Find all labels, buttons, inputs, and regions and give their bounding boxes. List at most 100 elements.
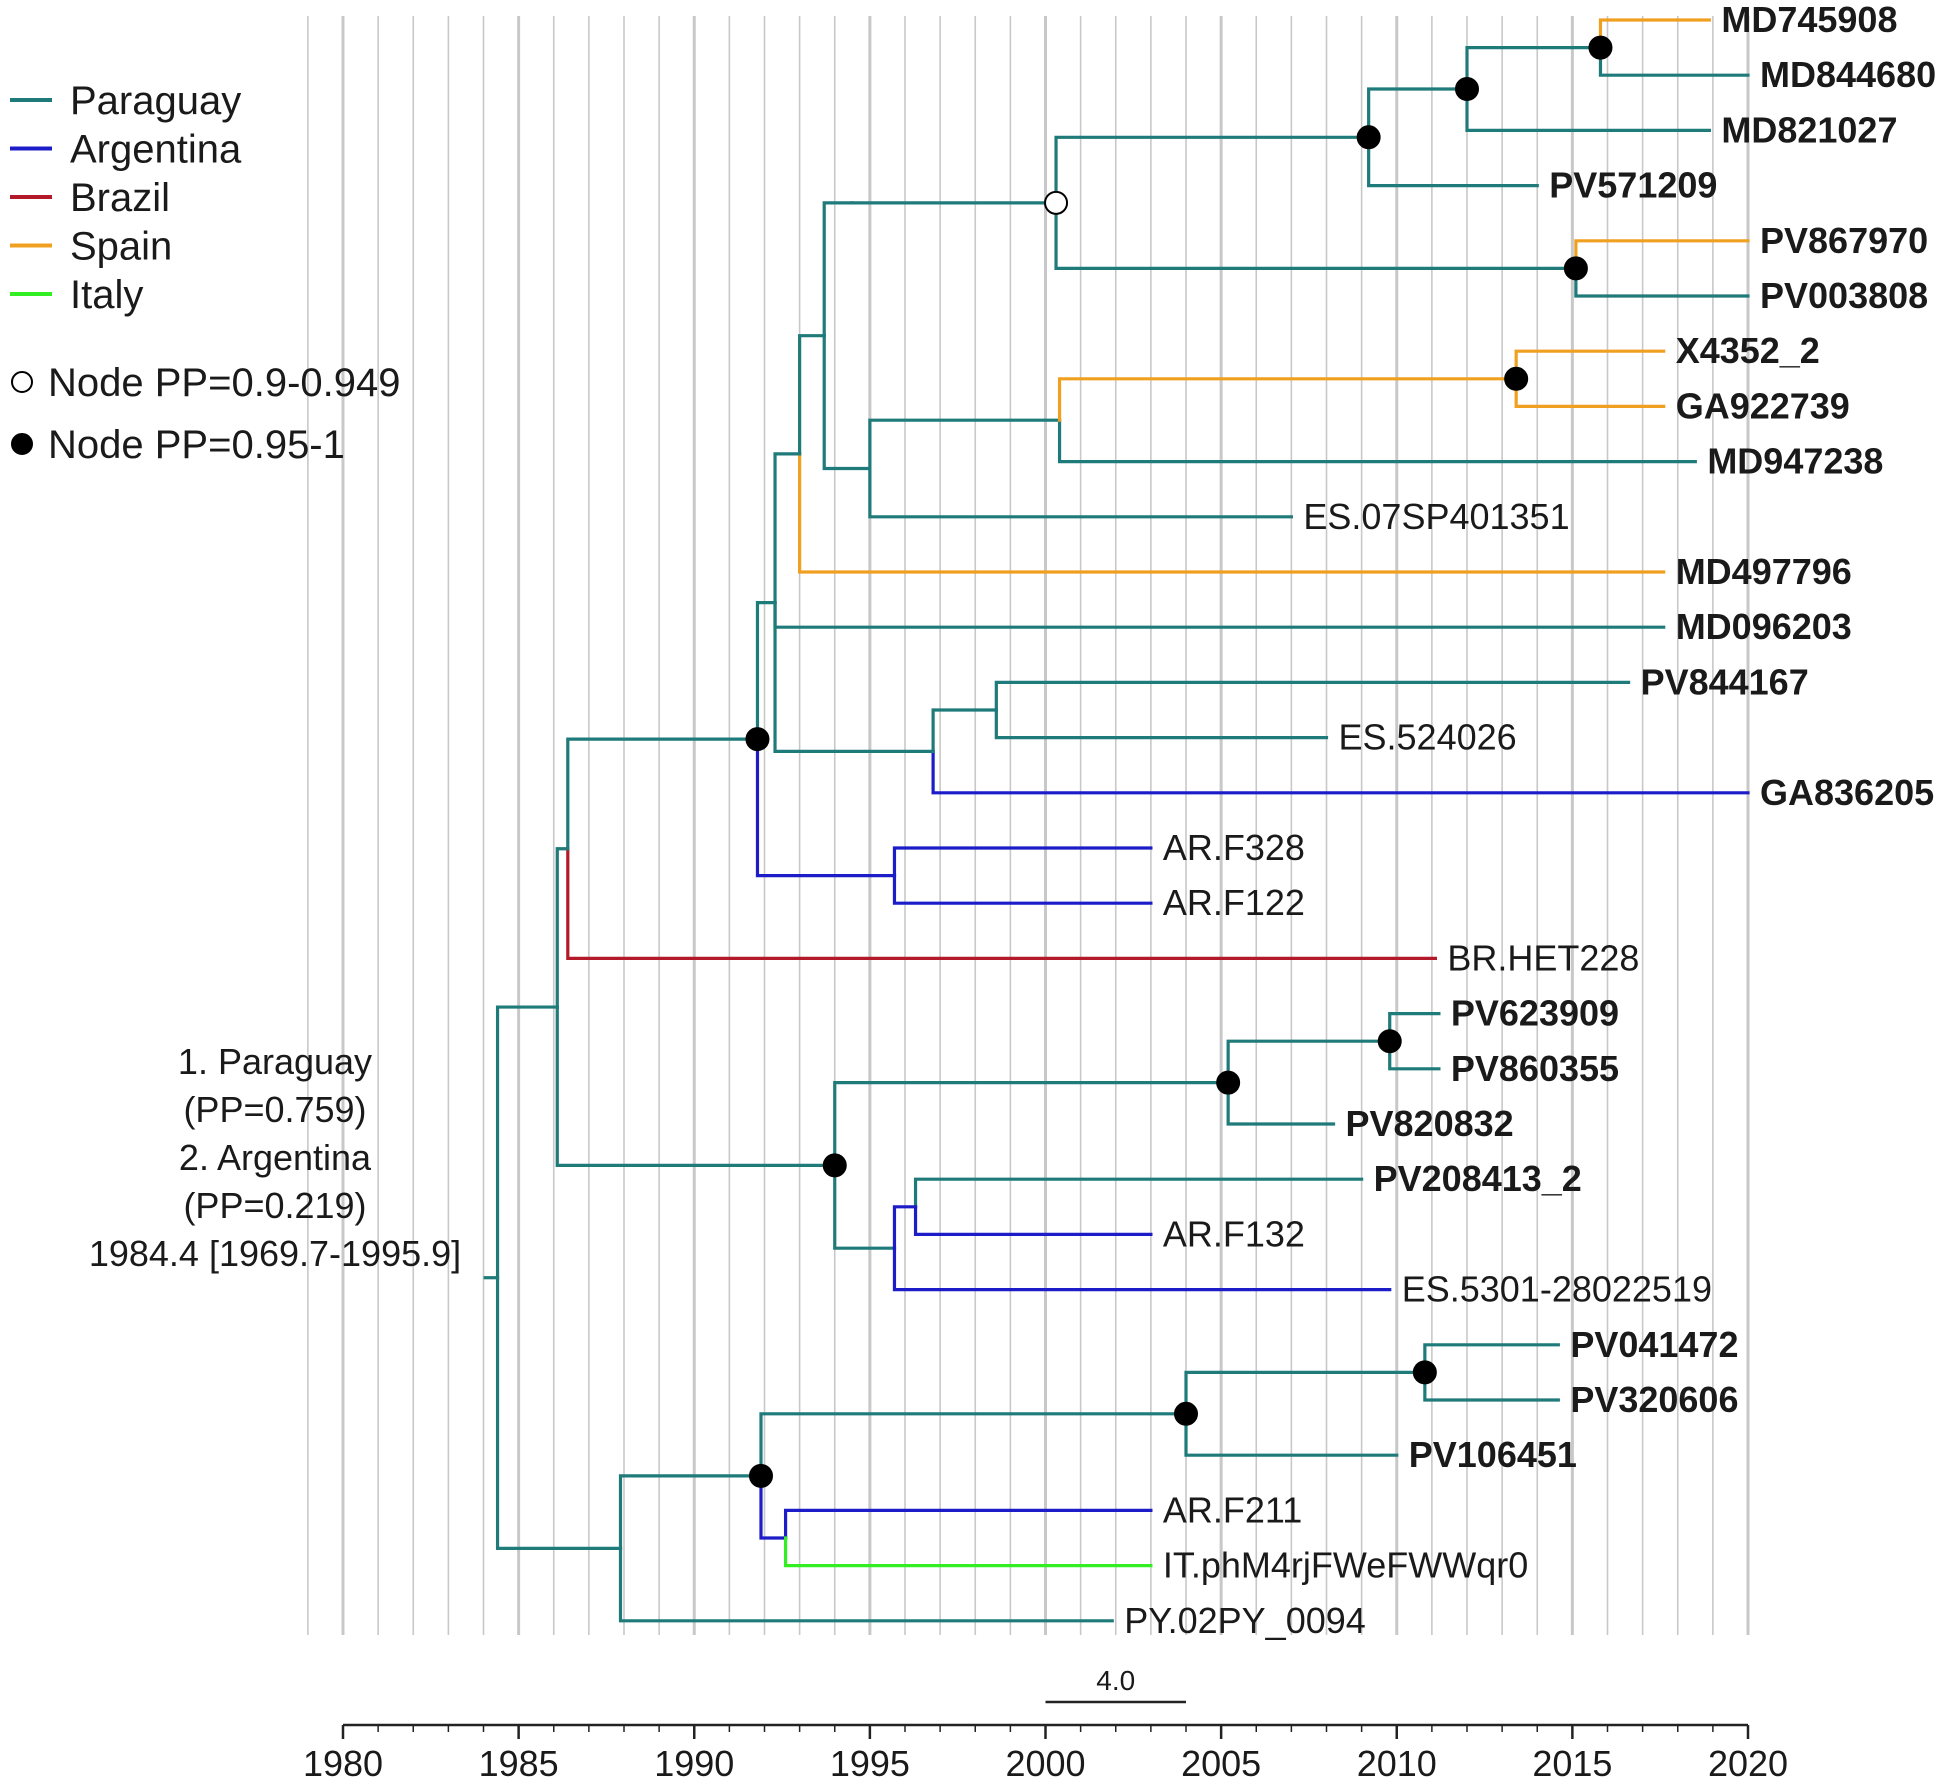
branch-ES.5301-28022519 [892, 1246, 1392, 1292]
branch-AR.F122 [892, 873, 1153, 905]
branch-ES.524026 [994, 708, 1329, 740]
scale-bar: 4.0 [1045, 1665, 1186, 1704]
tip-label-PV003808: PV003808 [1760, 275, 1928, 316]
branch-P3 [1367, 87, 1469, 139]
branch-H2 [931, 708, 998, 754]
tip-label-PV623909: PV623909 [1451, 993, 1619, 1034]
tip-label-MD844680: MD844680 [1760, 54, 1936, 95]
root-annotation-line-4: (PP=0.219) [183, 1185, 366, 1226]
branch-GA922739 [1514, 377, 1666, 408]
branch-N4 [759, 1474, 788, 1540]
tip-label-MD096203: MD096203 [1676, 606, 1852, 647]
tip-label-ES.524026: ES.524026 [1339, 717, 1517, 758]
legend-label-italy: Italy [70, 273, 143, 317]
branch-PV106451 [1184, 1412, 1399, 1457]
node-marker-J [822, 1153, 847, 1178]
time-axis-label-2005: 2005 [1181, 1743, 1261, 1784]
tip-label-PV844167: PV844167 [1641, 661, 1809, 702]
branch-PV208413_2 [913, 1177, 1364, 1209]
branch-P2 [1054, 135, 1371, 205]
time-axis-label-2010: 2010 [1357, 1743, 1437, 1784]
time-axis-label-1980: 1980 [303, 1743, 383, 1784]
branch-AR.F211 [783, 1508, 1153, 1540]
node-marker-N3 [1412, 1360, 1437, 1385]
branch-IT.phM4rjFWeFWWqr0 [783, 1536, 1153, 1568]
branch-BR.HET228 [566, 847, 1437, 961]
time-axis-label-2015: 2015 [1532, 1743, 1612, 1784]
branch-SP3 [1057, 377, 1518, 422]
scale-bar-label: 4.0 [1096, 1665, 1135, 1696]
tip-label-AR.F122: AR.F122 [1163, 882, 1305, 923]
tip-label-MD745908: MD745908 [1721, 0, 1897, 40]
branch-PV320606 [1423, 1370, 1560, 1402]
branch-H [773, 601, 935, 754]
branch-SP2 [868, 418, 1062, 471]
node-marker-P2 [1356, 125, 1381, 150]
tip-label-AR.F132: AR.F132 [1163, 1213, 1305, 1254]
legend-open-circle-icon [11, 371, 33, 393]
legend-label-paraguay: Paraguay [70, 79, 241, 123]
node-marker-C [745, 727, 770, 752]
branch-G [822, 201, 854, 338]
tip-label-PV860355: PV860355 [1451, 1048, 1619, 1089]
tip-label-GA922739: GA922739 [1676, 385, 1850, 426]
node-marker-N [748, 1463, 773, 1488]
node-marker-P5 [1563, 256, 1588, 281]
tip-labels: BR.HET228 MD096203 MD497796 PV571209MD82102… [1124, 0, 1936, 1641]
legend-filled-circle-icon [11, 433, 33, 455]
tip-label-BR.HET228: BR.HET228 [1447, 937, 1639, 978]
tip-label-PV867970: PV867970 [1760, 220, 1928, 261]
branch-B [555, 847, 570, 1009]
legend-label-argentina: Argentina [70, 128, 242, 172]
branch-ES.07SP401351 [868, 466, 1293, 519]
legend-label-filled-node: Node PP=0.95-1 [48, 423, 345, 467]
tip-label-PV320606: PV320606 [1570, 1379, 1738, 1420]
tip-label-PV041472: PV041472 [1570, 1324, 1738, 1365]
branch-P4 [1465, 45, 1603, 91]
branch-M [495, 1276, 623, 1550]
branch-PV844167 [994, 680, 1631, 712]
branch-SP [822, 334, 872, 471]
root-annotation-line-5: 1984.4 [1969.7-1995.9] [89, 1233, 461, 1274]
node-marker-SP3 [1504, 366, 1529, 391]
tip-label-ES.07SP401351: ES.07SP401351 [1303, 496, 1569, 537]
branch-E [773, 452, 802, 605]
legend-label-spain: Spain [70, 225, 172, 269]
tip-label-AR.F211: AR.F211 [1163, 1489, 1302, 1530]
node-marker-P3 [1455, 77, 1479, 101]
node-marker-N2 [1174, 1401, 1198, 1426]
branch-MD947238 [1057, 418, 1697, 464]
branch-C [566, 737, 760, 851]
tip-label-PV208413_2: PV208413_2 [1374, 1158, 1582, 1199]
tip-label-MD497796: MD497796 [1676, 551, 1852, 592]
branch-MD844680 [1598, 45, 1750, 77]
tip-label-IT.phM4rjFWeFWWqr0: IT.phM4rjFWeFWWqr0 [1163, 1545, 1528, 1586]
root-annotation-line-1: 1. Paraguay [178, 1041, 372, 1082]
branch-PV571209 [1367, 135, 1539, 188]
branch-AR.F328 [892, 846, 1153, 878]
node-marker-P4 [1588, 35, 1613, 60]
branch-GA836205 [931, 749, 1750, 795]
time-axis-label-2020: 2020 [1708, 1743, 1788, 1784]
branch-N3 [1184, 1370, 1427, 1416]
branch-AR.F132 [913, 1205, 1153, 1237]
branch-N2 [759, 1412, 1188, 1478]
branch-K2 [1226, 1039, 1392, 1085]
branch-MD821027 [1465, 87, 1711, 132]
tip-label-PY.02PY_0094: PY.02PY_0094 [1124, 1600, 1366, 1641]
node-marker-P1 [1044, 190, 1069, 215]
branch-MD745908 [1598, 18, 1711, 50]
branch-L [833, 1163, 897, 1250]
legend-label-open-node: Node PP=0.9-0.949 [48, 361, 400, 405]
branch-P5 [1054, 201, 1578, 270]
branch-PV003808 [1574, 266, 1750, 298]
time-axis-label-2000: 2000 [1005, 1743, 1085, 1784]
time-axis: 1980 1985 1990 1995 2000 2005 2010 2015 2020 [303, 1723, 1788, 1784]
branch-MD096203 [773, 601, 1666, 629]
time-axis-label-1995: 1995 [830, 1743, 910, 1784]
branch-A [495, 1005, 559, 1280]
tip-label-MD947238: MD947238 [1707, 441, 1883, 482]
branch-PY.02PY_0094 [618, 1546, 1114, 1623]
branch-MD497796 [798, 452, 1666, 574]
